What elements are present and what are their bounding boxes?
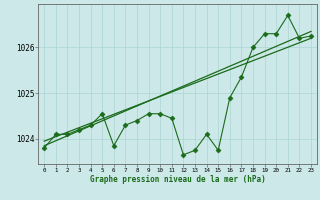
X-axis label: Graphe pression niveau de la mer (hPa): Graphe pression niveau de la mer (hPa) — [90, 175, 266, 184]
